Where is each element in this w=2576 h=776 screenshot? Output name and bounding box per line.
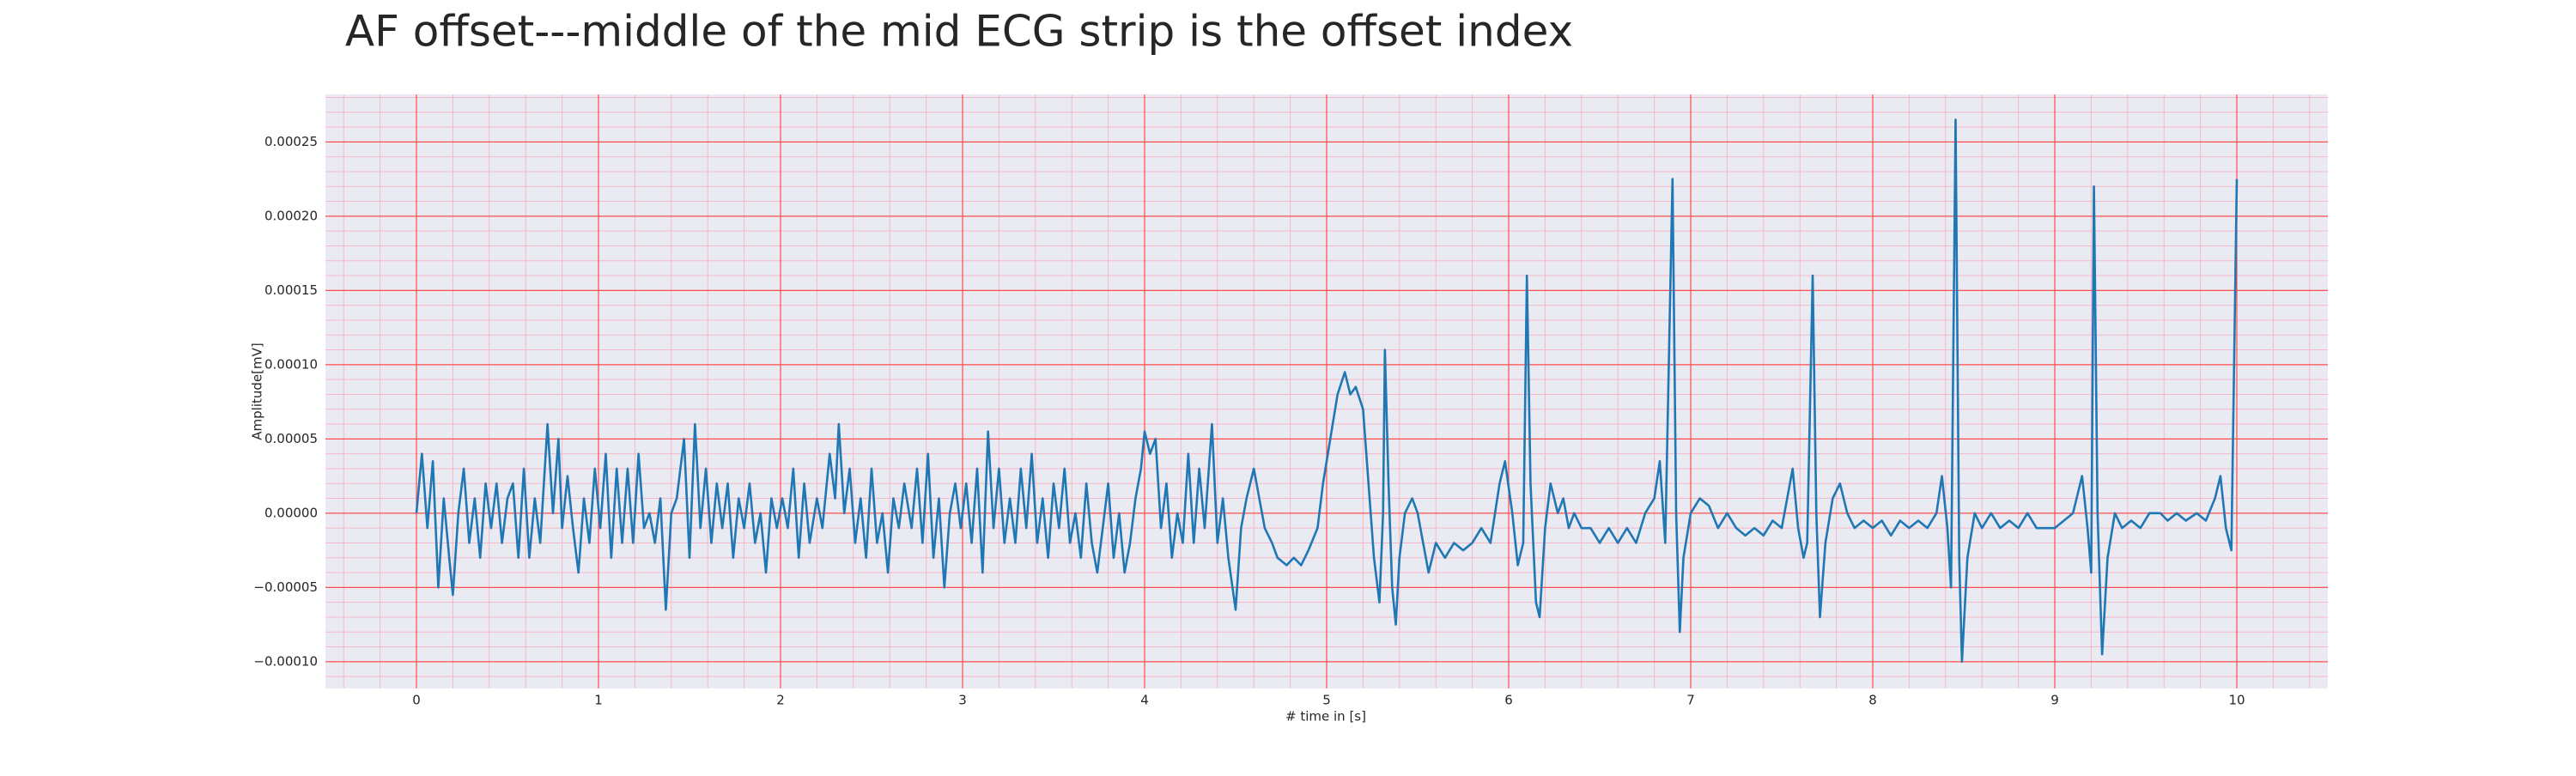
y-tick-label: 0.00010 (264, 356, 318, 372)
y-tick-label: 0.00005 (264, 431, 318, 446)
y-tick-label: 0.00020 (264, 208, 318, 223)
y-tick-label: 0.00000 (264, 505, 318, 520)
x-tick-label: 0 (412, 693, 421, 708)
x-tick-label: 10 (2228, 693, 2245, 708)
x-tick-label: 5 (1322, 693, 1331, 708)
chart-title: AF offset---middle of the mid ECG strip … (345, 7, 1573, 57)
ecg-line (415, 118, 2239, 664)
y-tick-label: −0.00005 (253, 579, 318, 595)
x-tick-label: 4 (1140, 693, 1149, 708)
x-tick-label: 2 (776, 693, 785, 708)
y-tick-label: 0.00015 (264, 282, 318, 298)
x-tick-label: 6 (1504, 693, 1513, 708)
x-axis-label: # time in [s] (1285, 709, 1366, 724)
y-tick-label: −0.00010 (253, 653, 318, 669)
x-tick-label: 1 (594, 693, 603, 708)
y-tick-label: 0.00025 (264, 134, 318, 149)
y-axis-label: Amplitude[mV] (250, 343, 265, 440)
x-tick-label: 9 (2050, 693, 2059, 708)
x-tick-label: 7 (1686, 693, 1695, 708)
x-tick-label: 8 (1868, 693, 1877, 708)
x-tick-label: 3 (958, 693, 967, 708)
